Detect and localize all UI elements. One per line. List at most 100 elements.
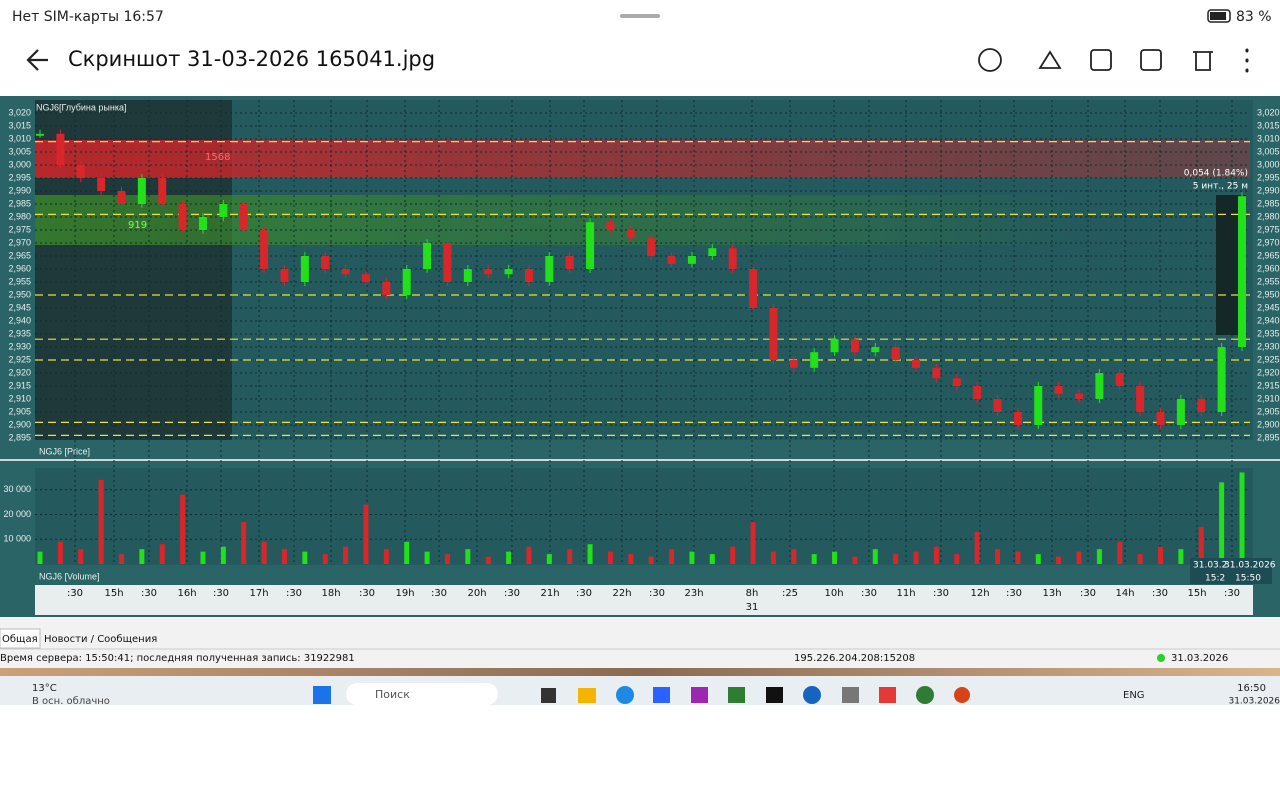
y-tick-label: 3,015 bbox=[8, 120, 31, 130]
app-icon[interactable] bbox=[728, 687, 745, 703]
app-title: Скриншот 31-03-2026 165041.jpg bbox=[68, 47, 435, 71]
delete-button[interactable] bbox=[1193, 51, 1213, 71]
add-button[interactable] bbox=[1140, 49, 1162, 71]
volume-bar bbox=[1056, 556, 1062, 564]
tab-general[interactable] bbox=[0, 628, 41, 649]
time-label: 18h bbox=[321, 588, 340, 599]
time-label: 20h bbox=[467, 588, 486, 599]
candle bbox=[1034, 386, 1043, 425]
candle bbox=[260, 230, 269, 269]
candle bbox=[850, 339, 859, 353]
app-icon[interactable] bbox=[691, 687, 708, 703]
time-label: 11h bbox=[896, 588, 915, 599]
y2-tick-label: 2,895 bbox=[1257, 432, 1280, 442]
volume-bar bbox=[220, 546, 226, 564]
candle bbox=[1075, 393, 1084, 399]
app-icon[interactable] bbox=[803, 686, 821, 704]
candle bbox=[280, 269, 289, 282]
candle bbox=[198, 217, 207, 230]
y2-tick-label: 2,930 bbox=[1257, 341, 1280, 351]
cursor-date-2: 31.03.2026 bbox=[1224, 561, 1276, 571]
volume-bar bbox=[791, 549, 797, 564]
y-tick-label: 2,955 bbox=[8, 276, 31, 286]
y2-tick-label: 3,020 bbox=[1257, 107, 1280, 117]
candle bbox=[1136, 386, 1145, 412]
battery-level bbox=[1210, 12, 1226, 20]
ask-depth-band bbox=[35, 140, 1250, 178]
volume-bar bbox=[1137, 554, 1143, 564]
search-box[interactable] bbox=[346, 683, 498, 705]
candle bbox=[97, 178, 106, 191]
tab-news-label[interactable]: Новости / Сообщения bbox=[44, 634, 157, 645]
volume-bar bbox=[383, 549, 389, 564]
candle bbox=[586, 222, 595, 269]
volume-bar bbox=[852, 556, 858, 564]
y2-tick-label: 2,975 bbox=[1257, 224, 1280, 234]
volume-bar bbox=[363, 504, 369, 564]
app-icon[interactable] bbox=[616, 686, 634, 704]
volume-bar bbox=[444, 554, 450, 564]
candle bbox=[565, 256, 574, 269]
app-actions bbox=[978, 48, 1249, 73]
app-icon[interactable] bbox=[541, 688, 556, 703]
volume-bar bbox=[78, 549, 84, 564]
y2-tick-label: 2,960 bbox=[1257, 263, 1280, 273]
app-icon[interactable] bbox=[954, 687, 970, 703]
y2-tick-label: 2,945 bbox=[1257, 302, 1280, 312]
status-left: Нет SIM-карты 16:57 bbox=[12, 9, 164, 25]
time-label: 12h bbox=[970, 588, 989, 599]
input-language[interactable]: ENG bbox=[1123, 690, 1145, 701]
time-label: :30 bbox=[141, 588, 157, 599]
app-icon[interactable] bbox=[766, 687, 783, 703]
volume-bar bbox=[1117, 541, 1123, 564]
volume-bar bbox=[241, 521, 247, 564]
y-tick-label: 2,930 bbox=[8, 341, 31, 351]
y-tick-label: 2,975 bbox=[8, 224, 31, 234]
time-label: :30 bbox=[1080, 588, 1096, 599]
app-icon[interactable] bbox=[578, 688, 596, 703]
volume-bar bbox=[628, 554, 634, 564]
y-tick-label: 2,980 bbox=[8, 211, 31, 221]
candle bbox=[667, 256, 676, 264]
candle bbox=[789, 360, 798, 368]
volume-bar bbox=[1035, 554, 1041, 564]
volume-bar bbox=[139, 549, 145, 564]
candle bbox=[891, 347, 900, 360]
y-tick-label: 3,020 bbox=[8, 107, 31, 117]
candle bbox=[443, 243, 452, 282]
edit-button[interactable] bbox=[1090, 49, 1112, 71]
battery-icon bbox=[1207, 9, 1231, 23]
time-day: 31 bbox=[746, 602, 759, 613]
candle bbox=[178, 204, 187, 230]
volume-bar bbox=[995, 549, 1001, 564]
y-tick-label: 2,940 bbox=[8, 315, 31, 325]
start-button[interactable] bbox=[313, 686, 331, 704]
app-icon[interactable] bbox=[916, 686, 934, 704]
app-icon[interactable] bbox=[653, 687, 670, 703]
y-tick-label: 2,935 bbox=[8, 328, 31, 338]
candle bbox=[932, 367, 941, 379]
back-button[interactable] bbox=[26, 49, 48, 71]
candle bbox=[463, 269, 472, 282]
weather-temp: 13°C bbox=[32, 683, 57, 694]
time-label: 17h bbox=[249, 588, 268, 599]
app-icon[interactable] bbox=[842, 687, 859, 703]
y2-tick-label: 2,985 bbox=[1257, 198, 1280, 208]
y-tick-label: 2,950 bbox=[8, 289, 31, 299]
app-icon[interactable] bbox=[879, 687, 896, 703]
edit-tool-button[interactable] bbox=[1038, 50, 1062, 69]
y2-tick-label: 2,900 bbox=[1257, 419, 1280, 429]
y2-tick-label: 2,920 bbox=[1257, 367, 1280, 377]
volume-bar bbox=[709, 554, 715, 564]
y-tick-label: 2,970 bbox=[8, 237, 31, 247]
candle bbox=[484, 269, 493, 275]
volume-bar bbox=[1076, 551, 1082, 564]
candle bbox=[708, 248, 717, 256]
info-button[interactable] bbox=[978, 48, 1002, 72]
candle bbox=[952, 378, 961, 386]
candle bbox=[1176, 399, 1185, 425]
y2-tick-label: 2,905 bbox=[1257, 406, 1280, 416]
terminal-panel bbox=[0, 617, 1280, 668]
candle bbox=[993, 399, 1002, 412]
volume-bar bbox=[506, 551, 512, 564]
